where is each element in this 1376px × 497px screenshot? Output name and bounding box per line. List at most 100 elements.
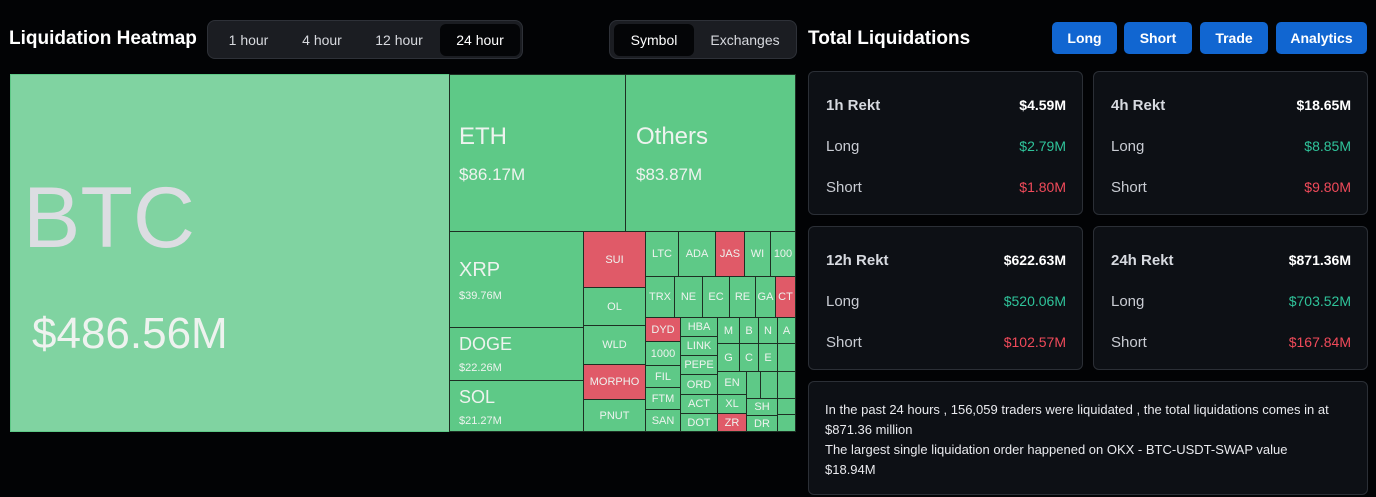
card-total: $622.63M xyxy=(1003,252,1066,268)
short-button[interactable]: Short xyxy=(1124,22,1192,54)
tile-label: HBA xyxy=(687,321,711,333)
tile-label: DR xyxy=(754,417,770,430)
tile-eth-value: $86.17M xyxy=(459,165,526,184)
tile-mini-4[interactable] xyxy=(777,371,796,399)
tile-label: DYD xyxy=(651,323,675,336)
tile-label: MORPHO xyxy=(589,376,640,388)
tile-btc-symbol: BTC xyxy=(23,170,195,266)
tile-xl[interactable]: XL xyxy=(717,394,747,414)
tile-label: EC xyxy=(708,291,724,303)
short-label: Short xyxy=(1111,179,1147,196)
tile-label: FIL xyxy=(655,370,671,383)
card-12h-rekt: 12h Rekt $622.63M Long $520.06M Short $1… xyxy=(808,226,1083,370)
tile-mini-3[interactable] xyxy=(760,371,778,399)
tile-ec[interactable]: EC xyxy=(702,276,730,318)
tab-symbol[interactable]: Symbol xyxy=(614,24,694,56)
tile-en[interactable]: EN xyxy=(717,371,747,395)
tile-label: ZR xyxy=(724,416,740,429)
tab-exchanges[interactable]: Exchanges xyxy=(710,32,780,48)
tile-label: A xyxy=(782,324,791,337)
trade-button[interactable]: Trade xyxy=(1200,22,1268,54)
tile-label: GA xyxy=(757,291,774,303)
tile-mini-5[interactable] xyxy=(777,398,796,415)
tile-ga[interactable]: GA xyxy=(755,276,776,318)
card-period: 4h Rekt xyxy=(1111,97,1166,114)
tile-label: TRX xyxy=(649,291,671,303)
long-label: Long xyxy=(1111,293,1145,310)
tile-ne[interactable]: NE xyxy=(674,276,703,318)
tile-fil[interactable]: FIL xyxy=(645,365,681,388)
time-range-tabs: 1 hour 4 hour 12 hour 24 hour xyxy=(207,20,523,59)
analytics-button[interactable]: Analytics xyxy=(1276,22,1367,54)
tile-pepe[interactable]: PEPE xyxy=(680,355,718,375)
tab-1-hour[interactable]: 1 hour xyxy=(228,32,269,48)
tab-24-hour[interactable]: 24 hour xyxy=(440,24,520,56)
tile-dot[interactable]: DOT xyxy=(680,413,718,432)
tile-ltc[interactable]: LTC xyxy=(645,231,679,277)
tile-san[interactable]: SAN xyxy=(645,409,681,432)
tile-ord[interactable]: ORD xyxy=(680,374,718,395)
tile-re[interactable]: RE xyxy=(729,276,756,318)
tile-ol[interactable]: OL xyxy=(583,287,646,326)
tile-b[interactable]: B xyxy=(739,317,759,344)
liquidation-summary: In the past 24 hours , 156,059 traders w… xyxy=(808,381,1368,495)
tile-trx[interactable]: TRX xyxy=(645,276,675,318)
heatmap-title: Liquidation Heatmap xyxy=(9,28,197,49)
tile-n[interactable]: N xyxy=(758,317,778,344)
tile-hba[interactable]: HBA xyxy=(680,317,718,337)
long-value: $703.52M xyxy=(1288,293,1351,309)
tile-label: JAS xyxy=(719,248,741,260)
tile-mini-1[interactable] xyxy=(777,343,796,372)
long-button[interactable]: Long xyxy=(1052,22,1117,54)
tile-sol[interactable]: SOL $21.27M xyxy=(449,380,584,432)
tile-mini-2[interactable] xyxy=(746,371,761,399)
tile-dr[interactable]: DR xyxy=(746,415,778,432)
tile-zr[interactable]: ZR xyxy=(717,413,747,432)
tile-label: 1000 xyxy=(650,347,676,360)
card-period: 1h Rekt xyxy=(826,97,881,114)
tile-mini-6[interactable] xyxy=(777,414,796,432)
tile-xrp-value: $39.76M xyxy=(459,290,502,302)
tile-pnut[interactable]: PNUT xyxy=(583,399,646,432)
tile-label: 100 xyxy=(773,248,793,260)
tile-sh[interactable]: SH xyxy=(746,398,778,416)
tile-wld[interactable]: WLD xyxy=(583,325,646,365)
tile-act[interactable]: ACT xyxy=(680,394,718,414)
tile-m[interactable]: M xyxy=(717,317,740,344)
card-24h-rekt: 24h Rekt $871.36M Long $703.52M Short $1… xyxy=(1093,226,1368,370)
tile-doge-symbol: DOGE xyxy=(459,334,513,354)
tile-xrp[interactable]: XRP $39.76M xyxy=(449,231,584,328)
tab-4-hour[interactable]: 4 hour xyxy=(302,32,342,48)
tile-e[interactable]: E xyxy=(758,343,778,372)
card-total: $4.59M xyxy=(1019,97,1066,113)
tab-12-hour[interactable]: 12 hour xyxy=(375,32,423,48)
tile-btc-value: $486.56M xyxy=(32,309,228,358)
tile-btc[interactable]: BTC $486.56M xyxy=(10,74,450,432)
tile-label: DOT xyxy=(687,416,711,429)
tile-g[interactable]: G xyxy=(717,343,740,372)
tile-1000[interactable]: 1000 xyxy=(645,341,681,366)
tile-ada[interactable]: ADA xyxy=(678,231,716,277)
tile-label: WI xyxy=(750,248,765,260)
tile-ct[interactable]: CT xyxy=(775,276,796,318)
short-value: $102.57M xyxy=(1003,334,1066,350)
tile-label: SH xyxy=(754,401,770,413)
tile-ftm[interactable]: FTM xyxy=(645,387,681,410)
tile-link[interactable]: LINK xyxy=(680,336,718,356)
tile-a[interactable]: A xyxy=(777,317,796,344)
tile-label: PEPE xyxy=(684,359,714,371)
tile-eth[interactable]: ETH $86.17M xyxy=(449,74,626,232)
tile-sui[interactable]: SUI xyxy=(583,231,646,288)
tile-jas[interactable]: JAS xyxy=(715,231,745,277)
tile-others[interactable]: Others $83.87M xyxy=(625,74,796,232)
tile-100[interactable]: 100 xyxy=(770,231,796,277)
tile-wi[interactable]: WI xyxy=(744,231,771,277)
long-label: Long xyxy=(826,138,860,155)
tile-label: LTC xyxy=(652,248,672,260)
tile-c[interactable]: C xyxy=(739,343,759,372)
tile-morpho[interactable]: MORPHO xyxy=(583,364,646,400)
tile-label: CT xyxy=(778,291,793,303)
tile-label: ACT xyxy=(688,398,710,410)
tile-dyd[interactable]: DYD xyxy=(645,317,681,342)
tile-doge[interactable]: DOGE $22.26M xyxy=(449,327,584,381)
